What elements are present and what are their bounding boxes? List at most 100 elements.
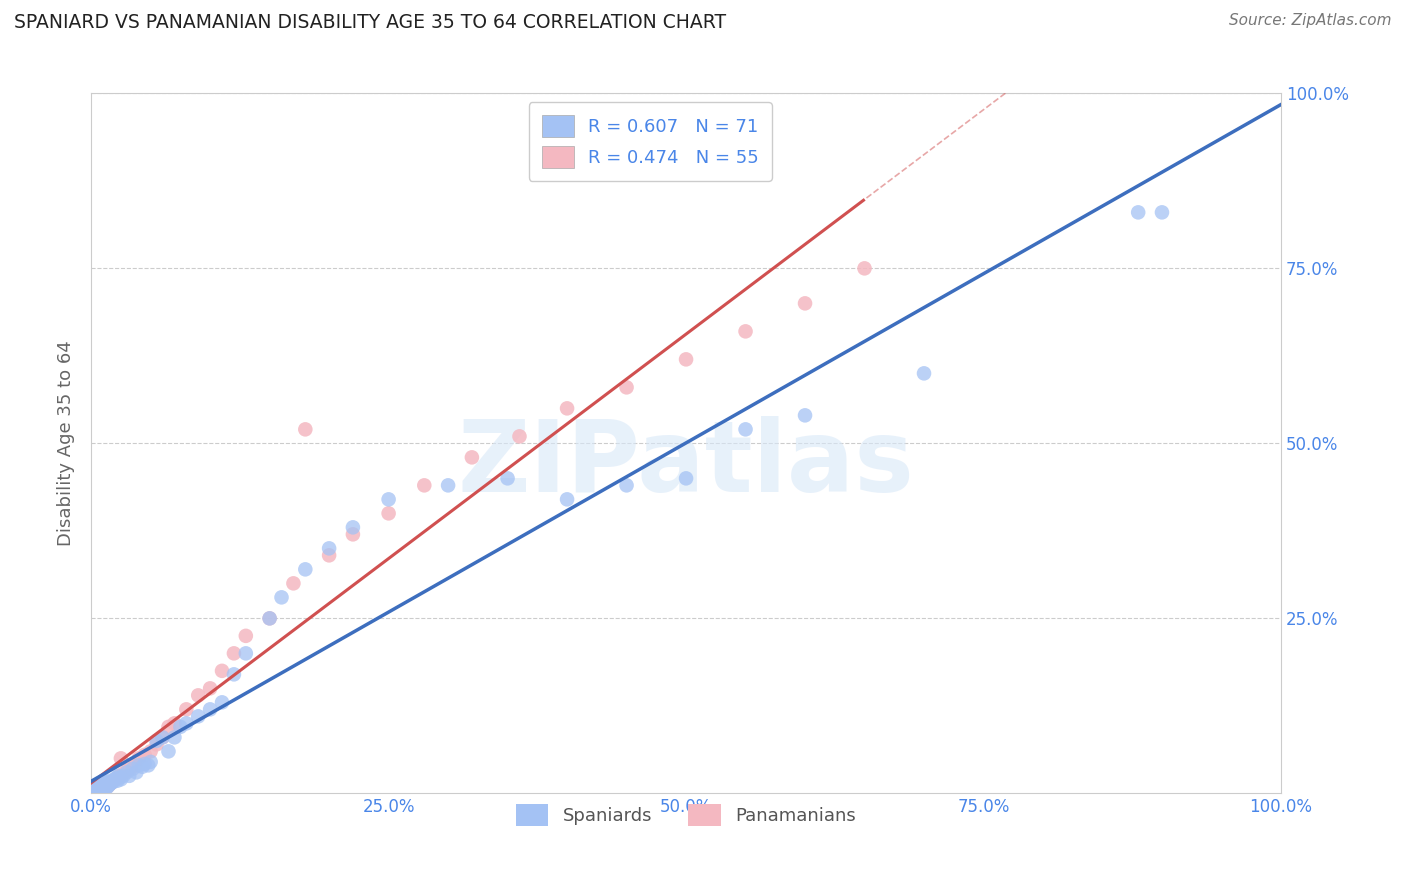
- Point: [318, 541, 340, 556]
- Point: [90, 779, 112, 793]
- Point: [100, 776, 122, 790]
- Point: [555, 401, 578, 416]
- Point: [198, 681, 221, 696]
- Point: [90, 782, 112, 797]
- Point: [94, 776, 117, 790]
- Point: [115, 765, 138, 780]
- Point: [105, 773, 128, 788]
- Point: [163, 731, 186, 745]
- Point: [437, 478, 460, 492]
- Point: [496, 471, 519, 485]
- Point: [270, 591, 292, 605]
- Point: [97, 780, 120, 794]
- Point: [104, 772, 127, 787]
- Point: [853, 261, 876, 276]
- Point: [152, 731, 174, 745]
- Point: [294, 422, 316, 436]
- Point: [377, 507, 399, 521]
- Point: [169, 720, 191, 734]
- Point: [108, 769, 131, 783]
- Point: [91, 780, 114, 795]
- Point: [89, 782, 111, 797]
- Legend: Spaniards, Panamanians: Spaniards, Panamanians: [509, 797, 863, 833]
- Text: SPANIARD VS PANAMANIAN DISABILITY AGE 35 TO 64 CORRELATION CHART: SPANIARD VS PANAMANIAN DISABILITY AGE 35…: [14, 13, 725, 32]
- Point: [90, 780, 112, 794]
- Point: [96, 776, 118, 790]
- Point: [107, 769, 129, 783]
- Point: [115, 764, 138, 778]
- Point: [125, 765, 148, 780]
- Point: [87, 781, 110, 796]
- Point: [259, 611, 281, 625]
- Point: [318, 549, 340, 563]
- Point: [794, 296, 817, 310]
- Point: [235, 646, 257, 660]
- Point: [90, 780, 112, 794]
- Point: [93, 779, 115, 793]
- Text: ZIPatlas: ZIPatlas: [457, 416, 914, 513]
- Point: [97, 775, 120, 789]
- Point: [83, 784, 105, 798]
- Point: [461, 450, 484, 465]
- Point: [1150, 205, 1173, 219]
- Point: [912, 367, 935, 381]
- Point: [84, 783, 107, 797]
- Point: [145, 734, 167, 748]
- Point: [86, 782, 108, 797]
- Point: [342, 527, 364, 541]
- Point: [134, 756, 156, 771]
- Point: [377, 492, 399, 507]
- Point: [121, 762, 143, 776]
- Point: [87, 780, 110, 795]
- Point: [163, 716, 186, 731]
- Point: [94, 780, 117, 794]
- Point: [152, 731, 174, 745]
- Point: [98, 777, 121, 791]
- Point: [96, 778, 118, 792]
- Point: [342, 520, 364, 534]
- Point: [83, 784, 105, 798]
- Point: [104, 772, 127, 787]
- Point: [139, 744, 162, 758]
- Point: [118, 769, 141, 783]
- Point: [1128, 205, 1150, 219]
- Point: [108, 771, 131, 785]
- Point: [86, 782, 108, 797]
- Point: [105, 771, 128, 785]
- Point: [96, 780, 118, 795]
- Point: [235, 629, 257, 643]
- Point: [131, 760, 153, 774]
- Point: [93, 780, 115, 794]
- Point: [259, 611, 281, 625]
- Point: [157, 720, 180, 734]
- Point: [187, 689, 209, 703]
- Point: [90, 782, 112, 797]
- Point: [112, 769, 135, 783]
- Text: Source: ZipAtlas.com: Source: ZipAtlas.com: [1229, 13, 1392, 29]
- Point: [87, 781, 110, 796]
- Point: [413, 478, 436, 492]
- Point: [110, 772, 132, 787]
- Point: [157, 744, 180, 758]
- Point: [124, 758, 146, 772]
- Point: [101, 774, 124, 789]
- Point: [176, 702, 198, 716]
- Point: [86, 782, 108, 797]
- Point: [86, 782, 108, 797]
- Point: [98, 776, 121, 790]
- Point: [105, 771, 128, 785]
- Point: [211, 664, 233, 678]
- Point: [211, 695, 233, 709]
- Point: [176, 716, 198, 731]
- Point: [103, 773, 125, 788]
- Point: [134, 747, 156, 762]
- Point: [94, 780, 117, 794]
- Point: [112, 766, 135, 780]
- Point: [101, 775, 124, 789]
- Point: [89, 780, 111, 795]
- Point: [136, 758, 159, 772]
- Point: [555, 492, 578, 507]
- Point: [734, 422, 756, 436]
- Point: [90, 781, 112, 796]
- Point: [794, 409, 817, 423]
